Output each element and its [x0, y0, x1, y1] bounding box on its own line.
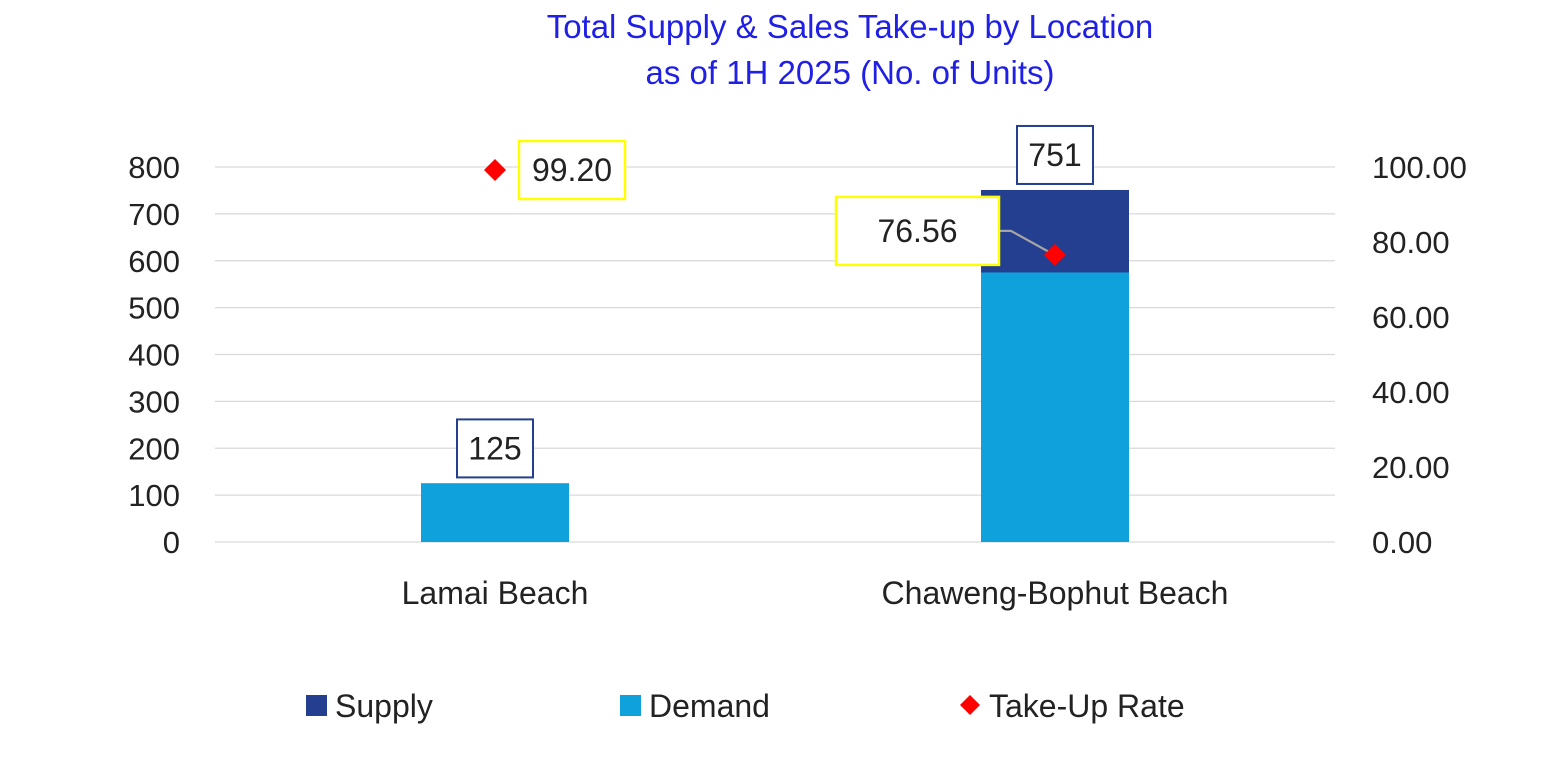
take-up-markers	[484, 159, 1066, 266]
legend-supply-swatch	[306, 695, 327, 716]
left-y-axis: 0 100 200 300 400 500 600 700 800	[128, 150, 180, 560]
left-axis-tick-label: 100	[128, 478, 180, 513]
left-axis-tick-label: 500	[128, 291, 180, 326]
rate-data-label: 99.20	[532, 152, 612, 188]
chart-title: Total Supply & Sales Take-up by Location	[547, 8, 1154, 45]
chart-title-group: Total Supply & Sales Take-up by Location…	[547, 8, 1154, 91]
right-axis-tick-label: 80.00	[1372, 225, 1450, 260]
legend: Supply Demand Take-Up Rate	[306, 688, 1185, 724]
legend-demand-swatch	[620, 695, 641, 716]
rate-data-label: 76.56	[877, 213, 957, 249]
rate-data-label-box	[834, 195, 1001, 267]
supply-data-label-box	[456, 418, 534, 479]
supply-data-label-box	[1016, 124, 1094, 185]
legend-take-up-rate-swatch	[960, 695, 980, 715]
right-axis-tick-label: 60.00	[1372, 300, 1450, 335]
left-axis-tick-label: 700	[128, 197, 180, 232]
take-up-rate-marker	[484, 159, 506, 181]
chart-subtitle: as of 1H 2025 (No. of Units)	[645, 54, 1054, 91]
legend-label: Supply	[335, 688, 433, 724]
right-axis-tick-label: 40.00	[1372, 375, 1450, 410]
gridlines	[215, 166, 1335, 543]
category-label: Lamai Beach	[402, 575, 589, 611]
left-axis-tick-label: 300	[128, 384, 180, 419]
left-axis-tick-label: 800	[128, 150, 180, 185]
data-labels: 125 751 99.20 76.56	[456, 124, 1094, 479]
category-label: Chaweng-Bophut Beach	[882, 575, 1229, 611]
left-axis-tick-label: 200	[128, 431, 180, 466]
left-axis-tick-label: 400	[128, 338, 180, 373]
supply-data-label: 751	[1028, 137, 1081, 173]
x-axis-categories: Lamai Beach Chaweng-Bophut Beach	[402, 575, 1229, 611]
left-axis-tick-label: 600	[128, 244, 180, 279]
take-up-rate-marker	[1044, 243, 1066, 266]
rate-label-leader-line	[999, 229, 1050, 253]
right-axis-tick-label: 20.00	[1372, 450, 1450, 485]
rate-data-label-box	[517, 139, 627, 201]
bars	[421, 189, 1129, 542]
demand-bar	[981, 272, 1129, 542]
left-axis-tick-label: 0	[163, 525, 180, 560]
legend-label: Take-Up Rate	[989, 688, 1185, 724]
demand-bar	[421, 483, 569, 542]
right-axis-tick-label: 0.00	[1372, 525, 1432, 560]
supply-data-label: 125	[468, 430, 521, 466]
right-y-axis: 0.00 20.00 40.00 60.00 80.00 100.00	[1372, 150, 1467, 560]
right-axis-tick-label: 100.00	[1372, 150, 1467, 185]
legend-label: Demand	[649, 688, 770, 724]
